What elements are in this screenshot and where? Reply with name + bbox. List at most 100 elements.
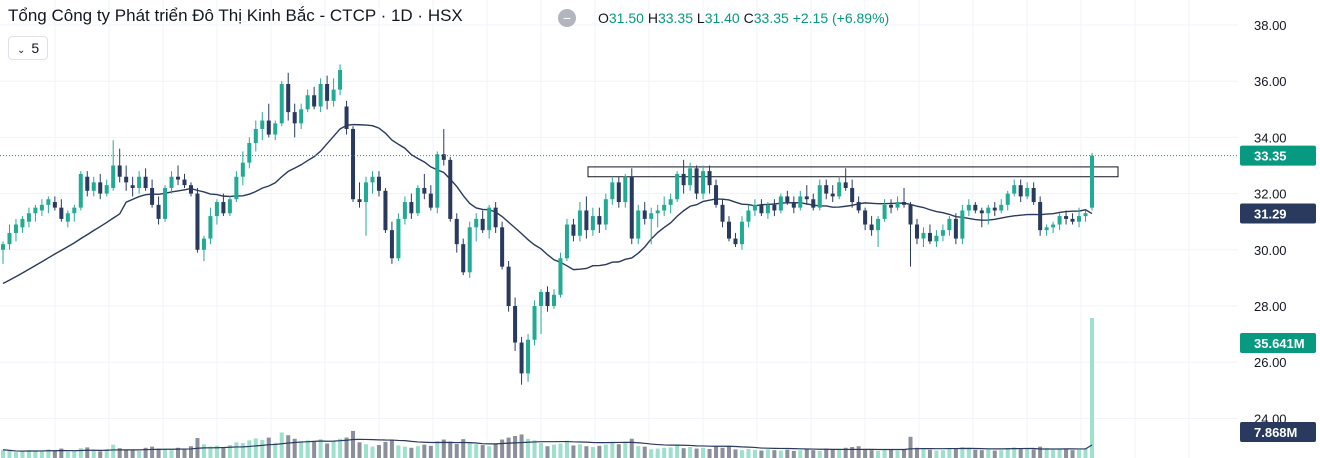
- candle: [396, 213, 401, 262]
- candle-body: [597, 216, 602, 225]
- candle-body: [824, 185, 829, 194]
- candle-body: [772, 204, 777, 211]
- volume-bar: [882, 450, 887, 458]
- candle: [98, 173, 103, 200]
- candle: [668, 193, 673, 214]
- volume-bar: [137, 450, 142, 458]
- candle-body: [629, 176, 634, 239]
- candle: [39, 199, 44, 217]
- candle: [889, 199, 894, 214]
- candle: [299, 103, 304, 129]
- candle: [454, 213, 459, 253]
- change-value: +2.15 (+6.89%): [792, 10, 890, 26]
- close-value: 33.35: [753, 10, 789, 26]
- candle-body: [454, 218, 459, 245]
- ma-value-label: 31.29: [1240, 203, 1316, 224]
- low-value: 31.40: [704, 10, 740, 26]
- volume-bar: [681, 448, 686, 458]
- volume-bar: [273, 442, 278, 458]
- candle-body: [863, 210, 868, 225]
- candle: [493, 202, 498, 233]
- candle: [979, 207, 984, 228]
- candle-body: [765, 204, 770, 214]
- candle-body: [986, 207, 991, 214]
- volume-bar: [1018, 448, 1023, 458]
- volume-bar: [448, 441, 453, 458]
- candle: [124, 165, 129, 191]
- volume-bar: [1070, 450, 1075, 458]
- candle-body: [188, 185, 193, 194]
- candle: [856, 196, 861, 214]
- volume-bar: [33, 451, 38, 458]
- candle-body: [266, 120, 271, 135]
- candle: [1012, 179, 1017, 197]
- volume-bar: [947, 448, 952, 458]
- volume-bar: [7, 450, 12, 458]
- candle-body: [357, 199, 362, 203]
- volume-bar: [208, 446, 213, 458]
- candle: [649, 207, 654, 245]
- candle-body: [1025, 187, 1030, 197]
- volume-bar: [279, 432, 284, 458]
- candle-body: [688, 168, 693, 186]
- candle-body: [338, 69, 343, 90]
- candle-body: [221, 202, 226, 214]
- candle: [999, 199, 1004, 214]
- candle: [1070, 213, 1075, 225]
- volume-bar: [156, 448, 161, 458]
- volume-bar: [519, 434, 524, 458]
- resistance-rectangle[interactable]: [587, 166, 1119, 178]
- volume-bar: [376, 445, 381, 458]
- price-tick-label: 36.00: [1254, 74, 1287, 89]
- candle-body: [85, 176, 90, 191]
- volume-bar: [389, 440, 394, 458]
- candle-body: [351, 128, 356, 200]
- volume-bar: [876, 450, 881, 458]
- candle: [428, 185, 433, 211]
- candle: [208, 207, 213, 245]
- volume-last-label: 35.641M: [1240, 333, 1316, 353]
- price-axis[interactable]: 38.0036.0034.0032.0030.0028.0026.0024.00…: [1238, 0, 1320, 458]
- volume-bar: [454, 443, 459, 458]
- candle-body: [383, 190, 388, 231]
- volume-bar: [564, 440, 569, 458]
- price-tick-label: 32.00: [1254, 187, 1287, 202]
- candle-body: [292, 112, 297, 124]
- candle-body: [1012, 185, 1017, 194]
- candle: [273, 120, 278, 141]
- resistance-zone[interactable]: [587, 166, 1119, 178]
- candle-body: [20, 218, 25, 228]
- volume-bar: [979, 450, 984, 458]
- volume-bar: [214, 445, 219, 458]
- candle-body: [1064, 216, 1069, 219]
- volume-bar: [966, 448, 971, 458]
- candle: [435, 151, 440, 214]
- candle-body: [636, 210, 641, 239]
- candle: [571, 218, 576, 242]
- last-price-label: 33.35: [1240, 145, 1316, 166]
- volume-bar: [824, 448, 829, 458]
- volume-bar: [500, 439, 505, 458]
- candle-body: [1038, 202, 1043, 231]
- minus-icon[interactable]: −: [558, 9, 576, 27]
- candle: [13, 218, 18, 242]
- volume-bar: [163, 449, 168, 458]
- candle-body: [927, 232, 932, 242]
- volume-bar: [701, 447, 706, 458]
- candle: [389, 221, 394, 264]
- volume-bar: [616, 444, 621, 458]
- volume-bar: [247, 440, 252, 458]
- indicator-toggle-button[interactable]: ⌄ 5: [8, 36, 49, 60]
- indicator-value: 5: [31, 40, 40, 56]
- volume-bar: [746, 448, 751, 458]
- candle-body: [882, 204, 887, 219]
- candle: [584, 196, 589, 239]
- candle-body: [752, 204, 757, 211]
- volume-bar: [668, 447, 673, 458]
- candle: [182, 173, 187, 188]
- candle: [7, 224, 12, 250]
- candle: [1031, 182, 1036, 205]
- candle-body: [480, 218, 485, 231]
- volume-bar: [545, 446, 550, 458]
